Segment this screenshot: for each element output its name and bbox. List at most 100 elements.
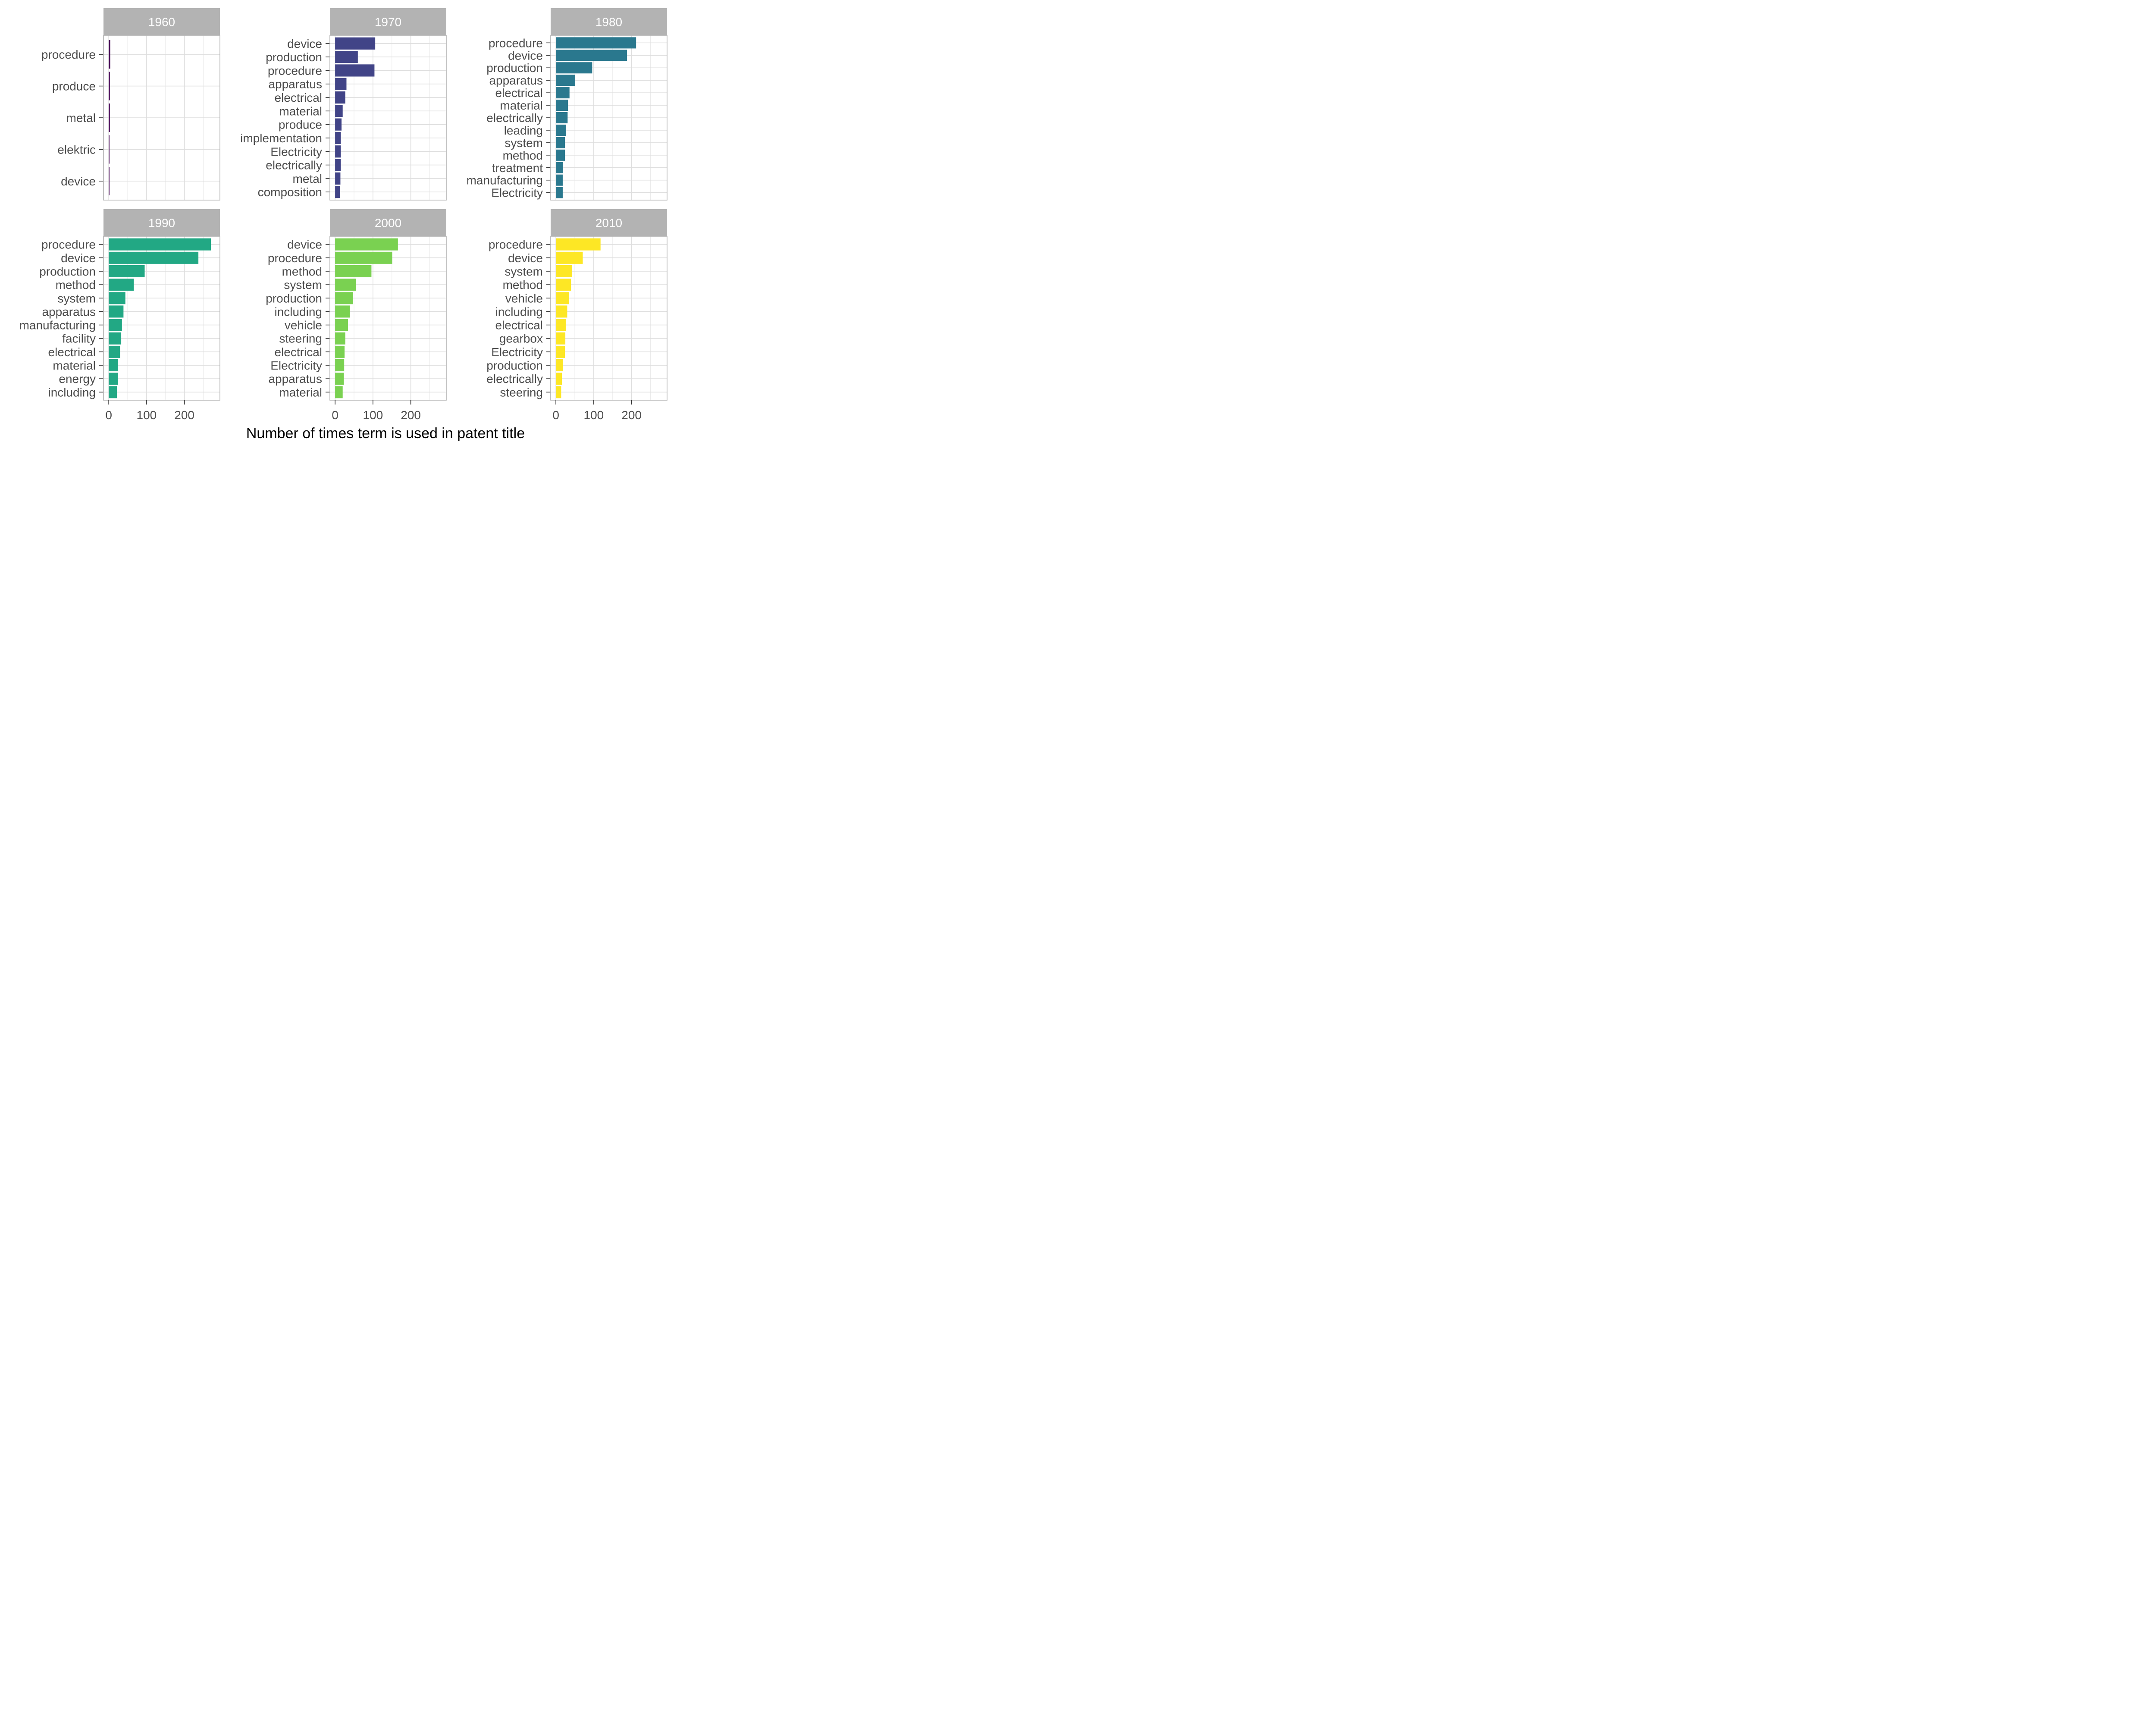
x-tick-label: 100 [137, 408, 157, 422]
bar-production [335, 292, 353, 304]
y-tick-label: steering [500, 386, 543, 399]
bar-including [556, 305, 567, 317]
y-tick-label: vehicle [285, 319, 322, 332]
bar-including [109, 386, 117, 398]
x-tick-label: 0 [105, 408, 112, 422]
x-tick-label: 200 [174, 408, 194, 422]
bar-electrical [335, 91, 345, 104]
bar-method [556, 279, 571, 291]
bar-device [335, 238, 398, 251]
panels: 1960 procedure produce metal elektric device 1… [19, 8, 667, 422]
bar-vehicle [556, 292, 569, 304]
bar-production [556, 359, 563, 371]
bar-device [109, 252, 198, 264]
y-tick-label: electrically [266, 159, 322, 172]
y-tick-label: vehicle [505, 292, 543, 305]
y-tick-label: material [279, 104, 322, 118]
bar-apparatus [335, 78, 346, 90]
y-tick-label: elektric [57, 143, 96, 156]
bar-composition [335, 186, 340, 198]
y-tick-label: treatment [492, 161, 543, 175]
y-tick-label: electrically [486, 111, 543, 125]
bar-apparatus [109, 305, 123, 317]
y-tick-label: implementation [240, 132, 322, 145]
bar-system [556, 265, 572, 277]
bar-including [335, 305, 350, 317]
y-tick-label: apparatus [42, 305, 96, 318]
bar-system [556, 137, 565, 148]
panel-title: 2000 [375, 216, 401, 230]
bar-procedure [335, 252, 392, 264]
bar-electrical [109, 346, 120, 358]
y-tick-label: device [508, 251, 543, 265]
bar-manufacturing [109, 319, 122, 331]
y-tick-label: including [48, 386, 96, 399]
y-tick-label: Electricity [491, 345, 543, 359]
y-tick-label: system [505, 265, 543, 278]
y-tick-label: production [266, 292, 322, 305]
y-tick-label: procedure [41, 238, 96, 251]
bar-device [556, 50, 627, 61]
x-tick-label: 200 [621, 408, 642, 422]
bar-Electricity [556, 346, 565, 358]
y-tick-label: electrical [48, 345, 96, 359]
y-tick-label: material [500, 99, 543, 112]
panel-2010: 2010 proceduredevicesystemmethodvehiclein… [486, 209, 667, 422]
bar-metal [335, 172, 340, 185]
y-tick-label: facility [62, 332, 96, 345]
bar-method [109, 279, 134, 291]
y-tick-label: method [503, 278, 543, 292]
y-tick-label: metal [66, 111, 96, 125]
panel-title: 2010 [595, 216, 622, 230]
bar-leading [556, 125, 566, 136]
bar-material [335, 386, 343, 398]
bar-electrical [335, 346, 345, 358]
y-tick-label: procedure [489, 238, 543, 251]
bar-treatment [556, 162, 563, 173]
y-tick-label: material [53, 359, 96, 372]
y-tick-label: including [274, 305, 322, 318]
bar-system [109, 292, 125, 304]
panel-title: 1960 [148, 16, 175, 29]
y-tick-label: apparatus [489, 74, 543, 87]
bar-method [556, 150, 565, 161]
faceted-bar-chart: 1960 procedure produce metal elektric device 1… [0, 0, 674, 450]
bar-device [109, 167, 110, 195]
y-tick-label: method [503, 149, 543, 162]
x-axis-title: Number of times term is used in patent t… [246, 425, 525, 442]
y-tick-label: device [61, 251, 96, 265]
panel-title: 1990 [148, 216, 175, 230]
bar-procedure [556, 238, 601, 251]
bar-Electricity [335, 145, 341, 157]
y-tick-label: steering [279, 332, 322, 345]
y-tick-label: electrical [495, 319, 543, 332]
y-tick-label: including [495, 305, 543, 318]
y-tick-label: electrically [486, 372, 543, 386]
y-tick-label: energy [59, 372, 96, 386]
bar-device [335, 38, 375, 50]
y-tick-label: manufacturing [19, 319, 96, 332]
y-tick-label: apparatus [268, 372, 322, 386]
y-tick-label: system [505, 136, 543, 150]
bar-material [335, 105, 343, 117]
bar-implementation [335, 132, 341, 144]
bar-electrical [556, 87, 570, 98]
y-tick-label: device [287, 37, 322, 50]
bar-energy [109, 373, 118, 385]
y-tick-label: electrical [275, 91, 322, 104]
bar-Electricity [556, 187, 563, 198]
y-tick-label: system [57, 292, 96, 305]
panel-1980: 1980proceduredeviceproductionapparatusel… [467, 8, 667, 200]
y-tick-label: procedure [489, 36, 543, 50]
bar-procedure [109, 238, 211, 251]
y-tick-label: produce [52, 80, 96, 93]
bar-procedure [335, 64, 374, 76]
y-tick-label: procedure [41, 48, 96, 61]
y-tick-label: material [279, 386, 322, 399]
bar-facility [109, 332, 121, 345]
bar-gearbox [556, 332, 565, 345]
bar-steering [556, 386, 561, 398]
y-tick-label: Electricity [270, 359, 322, 372]
y-tick-label: system [284, 278, 322, 292]
bar-production [335, 51, 358, 63]
